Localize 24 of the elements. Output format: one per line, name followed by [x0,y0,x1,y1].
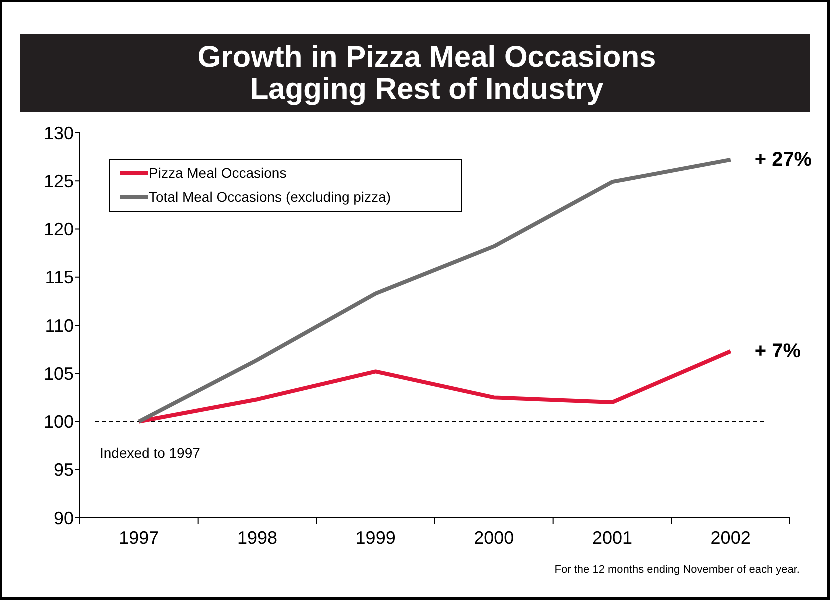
y-tick-label: 95 [54,460,74,480]
line-series [137,349,733,424]
x-tick-label: 1998 [237,528,278,548]
y-tick-label: 90 [54,508,74,528]
line-series [137,158,733,424]
legend-label: Total Meal Occasions (excluding pizza) [149,188,391,205]
y-tick-label: 100 [44,412,74,432]
y-tick-label: 110 [45,316,74,336]
annotation: + 27% [754,148,812,171]
ref-line-label: Indexed to 1997 [100,444,201,461]
x-tick-label: 1999 [356,528,396,548]
x-tick-label: 2002 [710,528,751,548]
x-tick-label: 2000 [474,528,514,548]
y-tick-label: 115 [45,268,74,288]
chart-title: Growth in Pizza Meal Occasions Lagging Rest of Industry [198,41,656,106]
x-tick-label: 2001 [592,528,633,548]
text: For the 12 months ending November of each year. [554,564,800,576]
y-tick-label: 130 [44,123,74,144]
y-tick-label: 125 [44,171,74,192]
y-tick-label: 105 [44,364,74,384]
x-tick-label: 1997 [119,528,160,548]
annotation: + 7% [754,340,802,362]
legend-label: Pizza Meal Occasions [149,164,287,181]
y-tick-label: 120 [44,220,74,240]
